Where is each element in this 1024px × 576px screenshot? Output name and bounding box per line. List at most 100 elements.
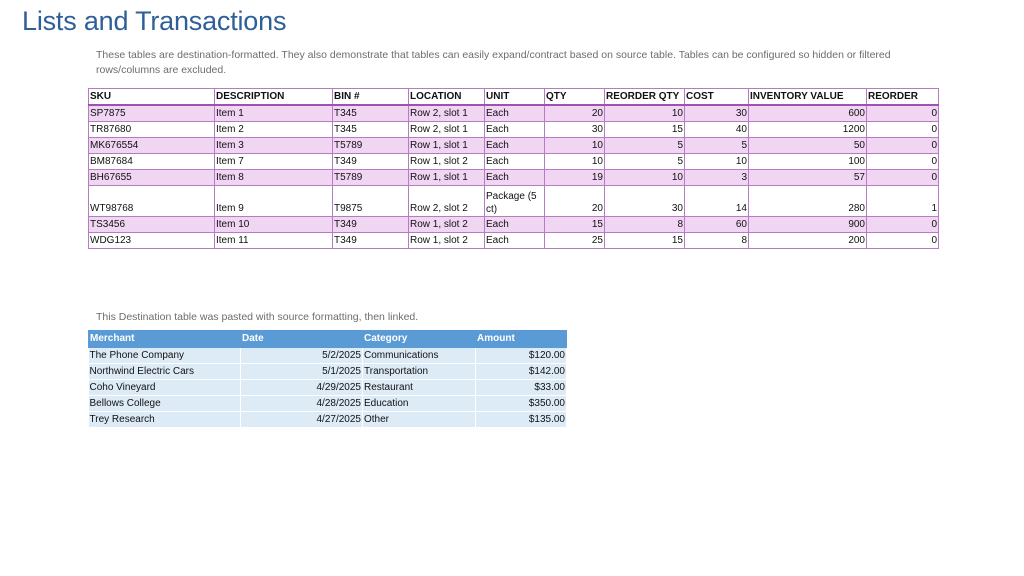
cell[interactable]: Each: [484, 153, 545, 170]
cell[interactable]: 280: [748, 185, 867, 217]
cell[interactable]: Trey Research: [88, 411, 241, 428]
cell[interactable]: T349: [332, 232, 409, 249]
cell[interactable]: Each: [484, 169, 545, 186]
cell[interactable]: $120.00: [475, 347, 567, 364]
cell[interactable]: The Phone Company: [88, 347, 241, 364]
cell[interactable]: 40: [684, 121, 749, 138]
cell[interactable]: SP7875: [88, 104, 215, 122]
cell[interactable]: 5: [604, 137, 685, 154]
cell[interactable]: 900: [748, 216, 867, 233]
cell[interactable]: 0: [866, 153, 939, 170]
cell[interactable]: Each: [484, 121, 545, 138]
cell[interactable]: 5/2/2025: [240, 347, 363, 364]
cell[interactable]: MK676554: [88, 137, 215, 154]
cell[interactable]: Each: [484, 232, 545, 249]
header-description[interactable]: DESCRIPTION: [214, 88, 333, 106]
cell[interactable]: T349: [332, 153, 409, 170]
cell[interactable]: $33.00: [475, 379, 567, 396]
cell[interactable]: 14: [684, 185, 749, 217]
cell[interactable]: 0: [866, 104, 939, 122]
cell[interactable]: $142.00: [475, 363, 567, 380]
header-reorder[interactable]: REORDER: [866, 88, 939, 106]
header-reorder-qty[interactable]: REORDER QTY: [604, 88, 685, 106]
cell[interactable]: 0: [866, 137, 939, 154]
cell[interactable]: Row 1, slot 2: [408, 232, 485, 249]
cell[interactable]: 60: [684, 216, 749, 233]
cell[interactable]: 8: [684, 232, 749, 249]
cell[interactable]: T5789: [332, 169, 409, 186]
cell[interactable]: Row 2, slot 1: [408, 121, 485, 138]
cell[interactable]: 5: [604, 153, 685, 170]
header-cost[interactable]: COST: [684, 88, 749, 106]
cell[interactable]: 30: [684, 104, 749, 122]
cell[interactable]: Each: [484, 137, 545, 154]
cell[interactable]: Row 1, slot 1: [408, 137, 485, 154]
cell[interactable]: 0: [866, 232, 939, 249]
cell[interactable]: 30: [604, 185, 685, 217]
cell[interactable]: 25: [544, 232, 605, 249]
cell[interactable]: 4/28/2025: [240, 395, 363, 412]
cell[interactable]: BH67655: [88, 169, 215, 186]
cell[interactable]: Each: [484, 216, 545, 233]
header-merchant[interactable]: Merchant: [88, 330, 241, 348]
cell[interactable]: T9875: [332, 185, 409, 217]
cell[interactable]: 0: [866, 121, 939, 138]
cell[interactable]: 1200: [748, 121, 867, 138]
cell[interactable]: Row 1, slot 1: [408, 169, 485, 186]
cell[interactable]: 10: [604, 104, 685, 122]
cell[interactable]: T349: [332, 216, 409, 233]
cell[interactable]: 4/29/2025: [240, 379, 363, 396]
cell[interactable]: T345: [332, 121, 409, 138]
cell[interactable]: TS3456: [88, 216, 215, 233]
cell[interactable]: Row 2, slot 1: [408, 104, 485, 122]
cell[interactable]: Row 1, slot 2: [408, 153, 485, 170]
header-amount[interactable]: Amount: [475, 330, 567, 348]
cell[interactable]: Item 11: [214, 232, 333, 249]
cell[interactable]: 15: [604, 232, 685, 249]
cell[interactable]: 20: [544, 104, 605, 122]
cell[interactable]: 8: [604, 216, 685, 233]
header-bin[interactable]: BIN #: [332, 88, 409, 106]
cell[interactable]: 10: [544, 137, 605, 154]
cell[interactable]: 10: [604, 169, 685, 186]
header-unit[interactable]: UNIT: [484, 88, 545, 106]
cell[interactable]: T345: [332, 104, 409, 122]
cell[interactable]: Each: [484, 104, 545, 122]
header-date[interactable]: Date: [240, 330, 363, 348]
cell[interactable]: 600: [748, 104, 867, 122]
cell[interactable]: Item 2: [214, 121, 333, 138]
cell[interactable]: Transportation: [362, 363, 476, 380]
cell[interactable]: 20: [544, 185, 605, 217]
cell[interactable]: 10: [544, 153, 605, 170]
cell[interactable]: T5789: [332, 137, 409, 154]
cell[interactable]: Row 1, slot 2: [408, 216, 485, 233]
cell[interactable]: Item 3: [214, 137, 333, 154]
cell[interactable]: 15: [544, 216, 605, 233]
cell[interactable]: 1: [866, 185, 939, 217]
cell[interactable]: 10: [684, 153, 749, 170]
cell[interactable]: 5/1/2025: [240, 363, 363, 380]
cell[interactable]: Coho Vineyard: [88, 379, 241, 396]
cell[interactable]: Northwind Electric Cars: [88, 363, 241, 380]
cell[interactable]: 5: [684, 137, 749, 154]
cell[interactable]: Item 9: [214, 185, 333, 217]
cell[interactable]: 19: [544, 169, 605, 186]
cell[interactable]: $350.00: [475, 395, 567, 412]
cell[interactable]: Item 7: [214, 153, 333, 170]
cell[interactable]: 0: [866, 169, 939, 186]
header-inventory-value[interactable]: INVENTORY VALUE: [748, 88, 867, 106]
header-qty[interactable]: QTY: [544, 88, 605, 106]
cell[interactable]: WT98768: [88, 185, 215, 217]
header-location[interactable]: LOCATION: [408, 88, 485, 106]
cell[interactable]: 3: [684, 169, 749, 186]
cell[interactable]: Row 2, slot 2: [408, 185, 485, 217]
cell[interactable]: 15: [604, 121, 685, 138]
cell[interactable]: 200: [748, 232, 867, 249]
cell[interactable]: Restaurant: [362, 379, 476, 396]
cell[interactable]: BM87684: [88, 153, 215, 170]
header-category[interactable]: Category: [362, 330, 476, 348]
cell[interactable]: 50: [748, 137, 867, 154]
cell[interactable]: 57: [748, 169, 867, 186]
cell[interactable]: Item 10: [214, 216, 333, 233]
cell[interactable]: 30: [544, 121, 605, 138]
